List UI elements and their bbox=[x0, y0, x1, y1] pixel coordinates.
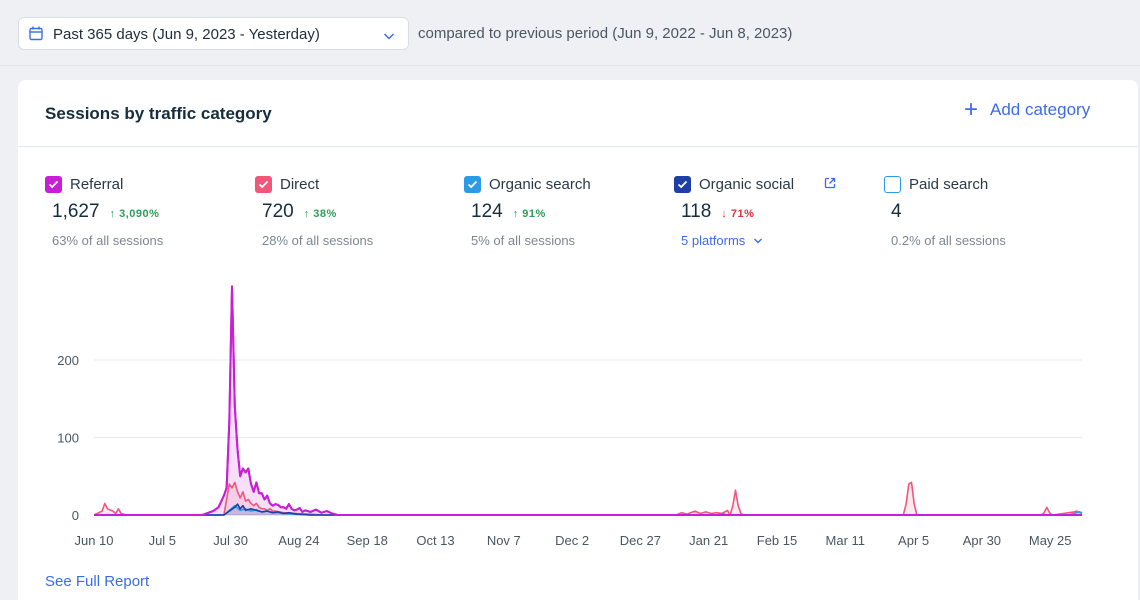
referral-checkbox[interactable] bbox=[45, 175, 62, 193]
metric-value: 4 bbox=[891, 201, 902, 222]
x-tick-label: Mar 11 bbox=[826, 533, 866, 548]
x-tick-label: Aug 24 bbox=[278, 533, 319, 548]
card-title: Sessions by traffic category bbox=[45, 104, 272, 123]
organic-social-checkbox[interactable] bbox=[674, 175, 691, 193]
x-tick-label: Dec 27 bbox=[620, 533, 661, 548]
chevron-down-icon bbox=[383, 28, 395, 46]
metric-value: 124 bbox=[471, 201, 503, 222]
filter-bar: Past 365 days (Jun 9, 2023 - Yesterday) … bbox=[0, 0, 1140, 66]
y-tick-label: 100 bbox=[57, 431, 79, 446]
see-full-report-link[interactable]: See Full Report bbox=[45, 573, 150, 590]
date-range-dropdown[interactable]: Past 365 days (Jun 9, 2023 - Yesterday) bbox=[18, 17, 409, 50]
x-tick-label: Oct 13 bbox=[416, 533, 454, 548]
metric-change: ↓ 71% bbox=[721, 208, 755, 220]
metric-change: ↑ 3,090% bbox=[109, 208, 160, 220]
metric-label: Paid search bbox=[909, 175, 989, 193]
direct-checkbox[interactable] bbox=[255, 175, 272, 193]
metric-label: Organic search bbox=[489, 175, 591, 193]
metric-share: 28% of all sessions bbox=[262, 233, 374, 248]
series-line-organic-social bbox=[94, 503, 1082, 516]
paid-search-checkbox[interactable] bbox=[884, 175, 901, 193]
x-tick-label: May 25 bbox=[1029, 533, 1072, 548]
metric-share: 63% of all sessions bbox=[52, 233, 164, 248]
x-tick-label: Jun 10 bbox=[74, 533, 113, 548]
y-tick-label: 200 bbox=[57, 353, 79, 368]
metric-label: Referral bbox=[70, 175, 124, 193]
metric-direct: Direct 720 ↑ 38% 28% of all sessions bbox=[255, 175, 455, 248]
metric-share: 0.2% of all sessions bbox=[891, 233, 1006, 248]
metric-organic-search: Organic search 124 ↑ 91% 5% of all sessi… bbox=[464, 175, 664, 248]
x-tick-label: Apr 5 bbox=[898, 533, 929, 548]
add-category-label: Add category bbox=[990, 100, 1091, 119]
plus-icon: + bbox=[964, 96, 979, 123]
metric-paid-search: Paid search 4 0.2% of all sessions bbox=[884, 175, 1084, 248]
x-tick-label: Sep 18 bbox=[347, 533, 388, 548]
add-category-button[interactable]: + Add category bbox=[964, 96, 1091, 123]
comparison-text: compared to previous period (Jun 9, 2022… bbox=[418, 25, 793, 42]
x-tick-label: Jul 5 bbox=[149, 533, 176, 548]
metric-value: 1,627 bbox=[52, 201, 100, 222]
platforms-dropdown[interactable]: 5 platforms bbox=[681, 233, 874, 248]
metric-change: ↑ 91% bbox=[512, 208, 546, 220]
metric-label: Organic social bbox=[699, 175, 795, 193]
metric-label: Direct bbox=[280, 175, 320, 193]
x-tick-label: Jan 21 bbox=[689, 533, 728, 548]
x-tick-label: Jul 30 bbox=[213, 533, 248, 548]
metric-referral: Referral 1,627 ↑ 3,090% 63% of all sessi… bbox=[45, 175, 245, 248]
metric-value: 118 bbox=[681, 201, 712, 222]
card-header: Sessions by traffic category + Add categ… bbox=[18, 80, 1138, 147]
external-link-icon[interactable] bbox=[824, 176, 836, 194]
series-area-referral bbox=[94, 286, 1082, 515]
organic-search-checkbox[interactable] bbox=[464, 175, 481, 193]
metric-organic-social: Organic social 118 ↓ 71% 5 platforms bbox=[674, 175, 874, 248]
metric-change: ↑ 38% bbox=[303, 208, 337, 220]
metric-value: 720 bbox=[262, 201, 294, 222]
x-tick-label: Apr 30 bbox=[963, 533, 1001, 548]
calendar-icon bbox=[29, 26, 43, 46]
x-tick-label: Dec 2 bbox=[555, 533, 589, 548]
x-tick-label: Nov 7 bbox=[487, 533, 521, 548]
metric-share: 5% of all sessions bbox=[471, 233, 576, 248]
date-range-label: Past 365 days (Jun 9, 2023 - Yesterday) bbox=[53, 26, 320, 43]
series-line-referral-top bbox=[94, 285, 1082, 516]
x-tick-label: Feb 15 bbox=[757, 533, 797, 548]
sessions-chart: 0 100 200 Jun 10 Jul 5 Jul 30 Aug 24 Sep 18 Oct … bbox=[57, 285, 1083, 548]
y-tick-label: 0 bbox=[72, 508, 79, 523]
